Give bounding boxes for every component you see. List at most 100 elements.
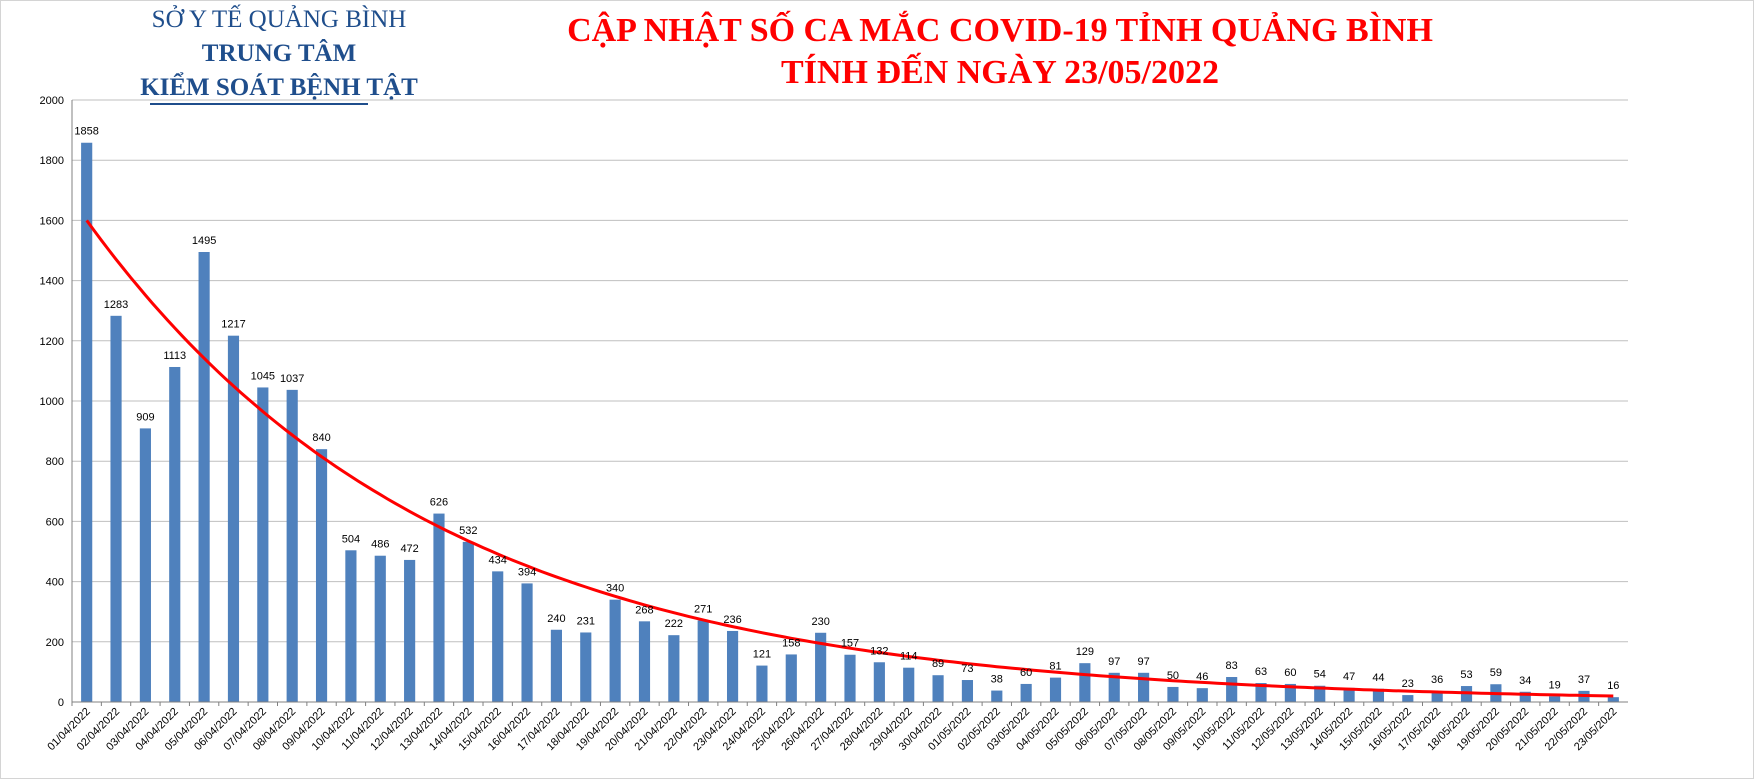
y-tick-label: 0: [58, 697, 64, 709]
bars: [81, 142, 1619, 702]
data-label: 240: [547, 613, 565, 625]
data-label: 97: [1137, 656, 1149, 668]
data-label: 1037: [280, 373, 304, 385]
data-label: 121: [753, 649, 771, 661]
y-tick-label: 1000: [40, 396, 64, 408]
bar: [1108, 672, 1120, 702]
y-tick-label: 1200: [40, 336, 64, 348]
y-tick-label: 800: [46, 456, 64, 468]
bar: [668, 635, 680, 702]
data-label: 53: [1460, 669, 1472, 681]
data-label: 840: [312, 432, 330, 444]
chart-subtitle: TÍNH ĐẾN NGÀY 23/05/2022: [781, 54, 1219, 91]
bar: [1284, 683, 1296, 702]
bar: [1343, 687, 1355, 702]
data-label: 394: [518, 566, 536, 578]
organization-ministry: SỞ Y TẾ QUẢNG BÌNH: [151, 6, 407, 33]
y-tick-label: 2000: [40, 95, 64, 107]
bar: [785, 654, 797, 702]
bar: [257, 387, 269, 702]
bar: [169, 366, 181, 702]
data-label: 1045: [251, 370, 275, 382]
data-label: 532: [459, 525, 477, 537]
bar: [139, 428, 151, 702]
data-labels: 1858 1283 909 1113 1495 1217 1045 1037 840 504 486…: [74, 126, 1619, 692]
data-label: 157: [841, 638, 859, 650]
data-label: 47: [1343, 671, 1355, 683]
bar: [1020, 683, 1032, 702]
data-label: 63: [1255, 666, 1267, 678]
data-label: 44: [1372, 672, 1384, 684]
bar: [1519, 691, 1531, 702]
data-label: 340: [606, 583, 624, 595]
y-tick-label: 400: [46, 577, 64, 589]
bar: [815, 632, 827, 702]
bar: [1255, 683, 1267, 702]
data-label: 46: [1196, 671, 1208, 683]
data-label: 34: [1519, 675, 1531, 687]
data-label: 1113: [163, 350, 186, 362]
data-label: 486: [371, 539, 389, 551]
bar: [521, 583, 533, 702]
bar: [1226, 677, 1238, 702]
bar: [404, 559, 416, 702]
bar: [961, 680, 974, 702]
data-label: 89: [932, 658, 944, 670]
bar: [286, 389, 298, 702]
data-label: 472: [400, 543, 418, 555]
bar: [462, 541, 474, 702]
data-label: 158: [782, 637, 800, 649]
data-label: 268: [635, 604, 653, 616]
trendline-group: [85, 219, 1614, 698]
data-label: 59: [1490, 667, 1502, 679]
data-label: 231: [577, 615, 595, 627]
data-label: 1283: [104, 299, 128, 311]
bar: [374, 555, 386, 702]
data-label: 37: [1578, 674, 1590, 686]
data-label: 129: [1076, 646, 1094, 658]
bar: [609, 599, 621, 702]
bar: [932, 675, 944, 702]
bar: [315, 449, 328, 702]
bar: [492, 571, 504, 702]
bar: [638, 621, 651, 702]
y-tick-label: 200: [46, 637, 64, 649]
data-label: 60: [1020, 667, 1032, 679]
data-label: 222: [665, 618, 683, 630]
trendline: [85, 219, 1614, 698]
bar: [1372, 688, 1385, 702]
organization-center: TRUNG TÂM: [201, 40, 357, 67]
data-label: 36: [1431, 674, 1443, 686]
y-tick-label: 600: [46, 516, 64, 528]
data-label: 83: [1226, 660, 1238, 672]
bar: [756, 665, 768, 702]
data-label: 1495: [192, 235, 216, 247]
data-label: 132: [870, 645, 888, 657]
bar: [227, 335, 240, 702]
data-label: 504: [342, 533, 360, 545]
data-label: 23: [1402, 678, 1414, 690]
bar: [198, 252, 210, 702]
bar: [433, 513, 445, 702]
bar: [903, 667, 915, 702]
data-label: 230: [811, 616, 829, 628]
data-label: 38: [991, 674, 1003, 686]
y-tick-label: 1600: [40, 215, 64, 227]
bar: [844, 654, 856, 702]
data-label: 81: [1049, 661, 1061, 673]
bar: [873, 662, 885, 702]
y-tick-label: 1400: [40, 276, 64, 288]
bar: [81, 142, 93, 702]
data-label: 97: [1108, 656, 1120, 668]
organization-name: KIỂM SOÁT BỆNH TẬT: [140, 74, 418, 101]
bar: [1607, 697, 1619, 702]
data-label: 73: [961, 663, 973, 675]
bar: [1079, 663, 1091, 702]
bar: [1431, 691, 1443, 702]
bar: [1549, 696, 1561, 702]
bar: [697, 620, 709, 702]
bar: [1167, 686, 1179, 702]
bar: [1402, 695, 1414, 702]
